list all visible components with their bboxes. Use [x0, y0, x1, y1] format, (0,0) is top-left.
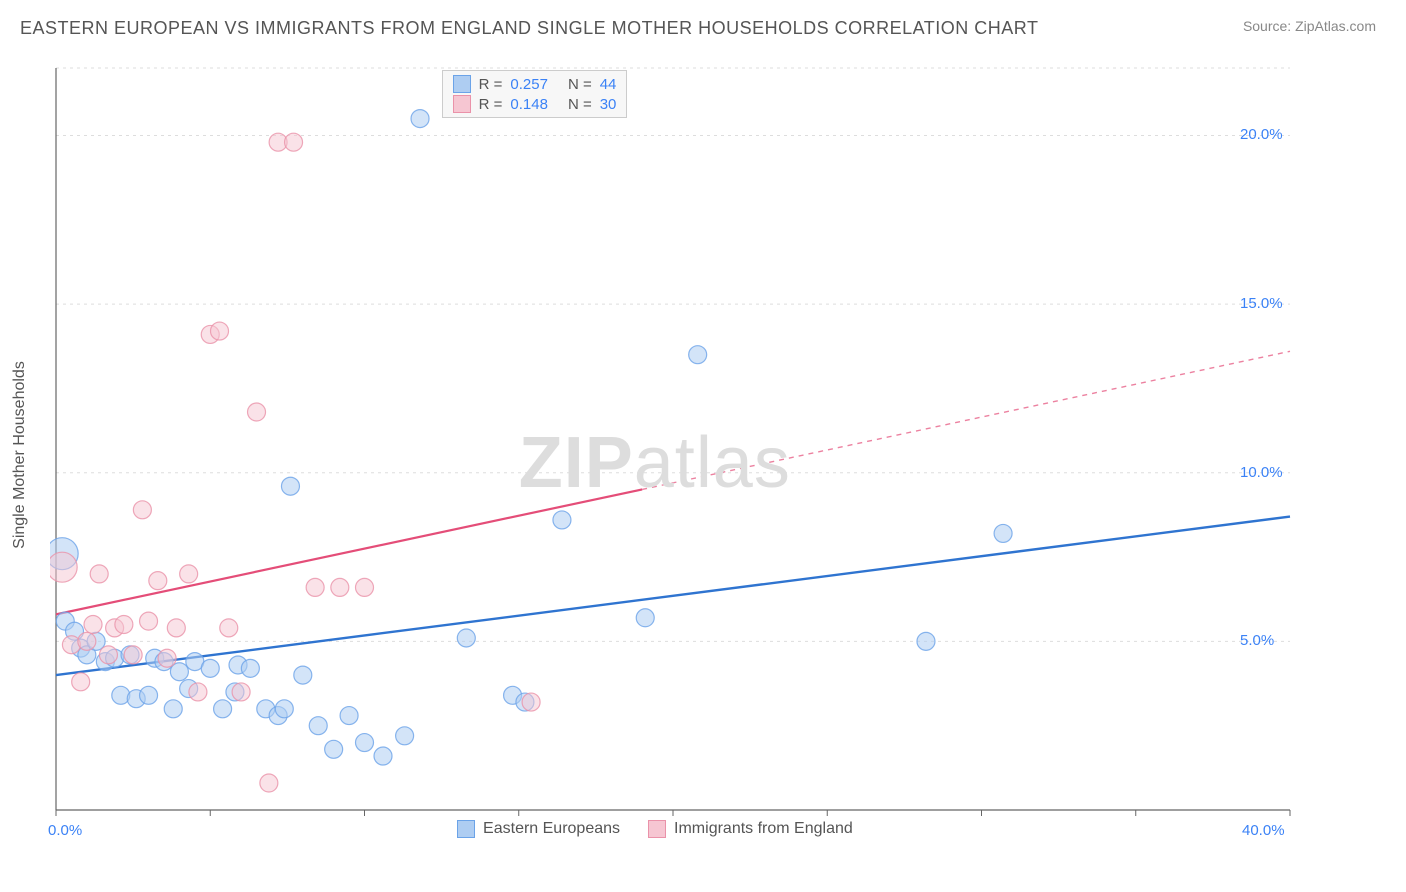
correlation-row: R = 0.257N = 44 [453, 75, 617, 93]
chart-title: EASTERN EUROPEAN VS IMMIGRANTS FROM ENGL… [20, 18, 1038, 39]
correlation-row: R = 0.148N = 30 [453, 95, 617, 113]
y-tick-label: 15.0% [1240, 295, 1283, 312]
series-legend: Eastern Europeans Immigrants from England [457, 820, 853, 838]
chart-source: Source: ZipAtlas.com [1243, 18, 1376, 34]
y-axis-label: Single Mother Households [11, 361, 29, 549]
scatter-plot [50, 60, 1350, 850]
y-tick-label: 20.0% [1240, 126, 1283, 143]
legend-item: Eastern Europeans [457, 820, 620, 838]
y-tick-label: 5.0% [1240, 632, 1274, 649]
y-tick-label: 10.0% [1240, 464, 1283, 481]
chart-area: Single Mother Households ZIPatlas R = 0.… [50, 60, 1350, 850]
x-tick-label: 0.0% [48, 822, 82, 839]
correlation-legend: R = 0.257N = 44 R = 0.148N = 30 [442, 70, 628, 118]
x-tick-label: 40.0% [1242, 822, 1285, 839]
legend-item: Immigrants from England [648, 820, 853, 838]
